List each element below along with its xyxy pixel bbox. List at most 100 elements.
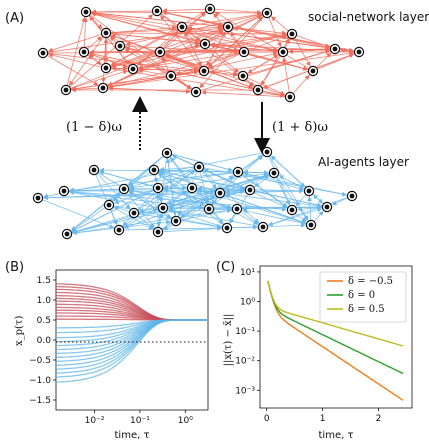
ai-node (186, 182, 198, 194)
ai-edge (201, 170, 217, 189)
ai-node (58, 185, 70, 197)
ai-edge (71, 208, 158, 234)
ai-node (61, 228, 73, 240)
social-edge (162, 8, 206, 14)
panel-b-x-ticks: 10⁻² 10⁻¹ 10⁰ (85, 410, 193, 426)
ai-edge (69, 189, 205, 209)
ai-node (268, 167, 280, 179)
social-edge (184, 31, 203, 67)
social-edge (66, 17, 86, 86)
social-edge (88, 53, 129, 68)
social-node (307, 65, 319, 77)
ai-edge (167, 208, 223, 227)
panel-b-y-ticks: 1.5 1.0 0.5 0.0 −0.5 −1.0 −1.5 (29, 276, 56, 406)
ai-edge (69, 188, 120, 194)
panel-b-trajectory (56, 319, 208, 329)
social-edge (111, 65, 200, 72)
panel-c-axes-frame (259, 265, 413, 409)
ai-node (221, 222, 233, 234)
social-node (252, 84, 264, 96)
social-node (80, 6, 92, 18)
panel-a: (A) social-network layer (1 + δ)ω (1 − δ… (5, 3, 429, 240)
ai-node (32, 192, 44, 204)
social-edge (91, 9, 263, 15)
social-edge (138, 68, 167, 76)
panel-a-label: (A) (5, 11, 24, 26)
ai-edge (129, 188, 233, 209)
social-node (238, 46, 250, 58)
panel-b-trajectory (56, 319, 208, 383)
ai-edge (231, 222, 306, 229)
social-edge (293, 74, 310, 94)
panel-b-ytick-label: 1.5 (37, 276, 51, 286)
ai-edge (241, 154, 263, 170)
social-node (97, 82, 109, 94)
ai-edge (224, 194, 307, 224)
social-node (199, 38, 211, 50)
panel-b-ytick-label: −1.5 (29, 396, 51, 406)
ai-node (161, 147, 173, 159)
social-edge (69, 14, 154, 88)
social-edge (89, 51, 286, 97)
ai-node (148, 164, 160, 176)
social-node (353, 46, 365, 58)
ai-node (118, 183, 130, 195)
ai-edge (162, 187, 245, 193)
social-edge (247, 77, 286, 96)
social-node (100, 62, 112, 74)
ai-edge (42, 199, 115, 229)
social-node (222, 21, 234, 33)
social-node (329, 43, 341, 55)
social-edge (161, 56, 170, 72)
down-coupling-label: (1 + δ)ω (272, 120, 328, 135)
panel-b-ytick-label: −1.0 (29, 376, 51, 386)
panel-b-ytick-label: 0.0 (37, 336, 52, 346)
ai-node (303, 185, 315, 197)
ai-edge (158, 171, 259, 225)
ai-edge (180, 195, 216, 219)
social-edge (91, 11, 178, 27)
ai-edge (157, 172, 205, 206)
panel-b-ytick-label: 0.5 (37, 316, 51, 326)
social-edge (110, 25, 177, 34)
ai-edge (113, 207, 154, 230)
panel-b-xtick-label: 10⁰ (178, 416, 193, 426)
ai-node (193, 161, 205, 173)
ai-edge (128, 191, 159, 207)
social-edge (47, 34, 102, 53)
ai-edge (314, 210, 324, 222)
social-edge (316, 52, 332, 68)
ai-edge (163, 173, 270, 190)
social-edge (246, 79, 255, 87)
panel-c-label: (C) (216, 260, 235, 275)
ai-node (286, 204, 298, 216)
social-node (151, 5, 163, 17)
ai-node (88, 164, 100, 176)
ai-edge (163, 188, 233, 209)
social-edge (89, 16, 131, 66)
ai-edge (224, 174, 270, 192)
social-edge (208, 53, 240, 69)
panel-b-xtick-label: 10⁻¹ (130, 416, 150, 426)
social-node (154, 46, 166, 58)
panel-b-trajectory (56, 319, 208, 339)
social-node (204, 3, 216, 15)
panel-b-xlabel: time, τ (115, 430, 150, 441)
ai-node (103, 199, 115, 211)
ai-edge (331, 197, 348, 206)
social-node (190, 86, 202, 98)
ai-edge (243, 169, 270, 175)
panel-c-y-ticks: 10¹ 10⁰ 10⁻¹ 10⁻² 10⁻³ (235, 268, 260, 396)
social-node (286, 28, 298, 40)
social-edge (47, 55, 99, 86)
panel-c-x-ticks: 0 1 2 (264, 408, 381, 424)
ai-node (346, 190, 358, 202)
social-edge (164, 53, 254, 89)
panel-c-ytick-label: 10¹ (240, 268, 255, 278)
social-edge (260, 55, 281, 86)
social-edge (107, 51, 354, 88)
social-edge (124, 48, 192, 90)
social-edge (201, 90, 286, 98)
ai-edge (212, 212, 224, 225)
